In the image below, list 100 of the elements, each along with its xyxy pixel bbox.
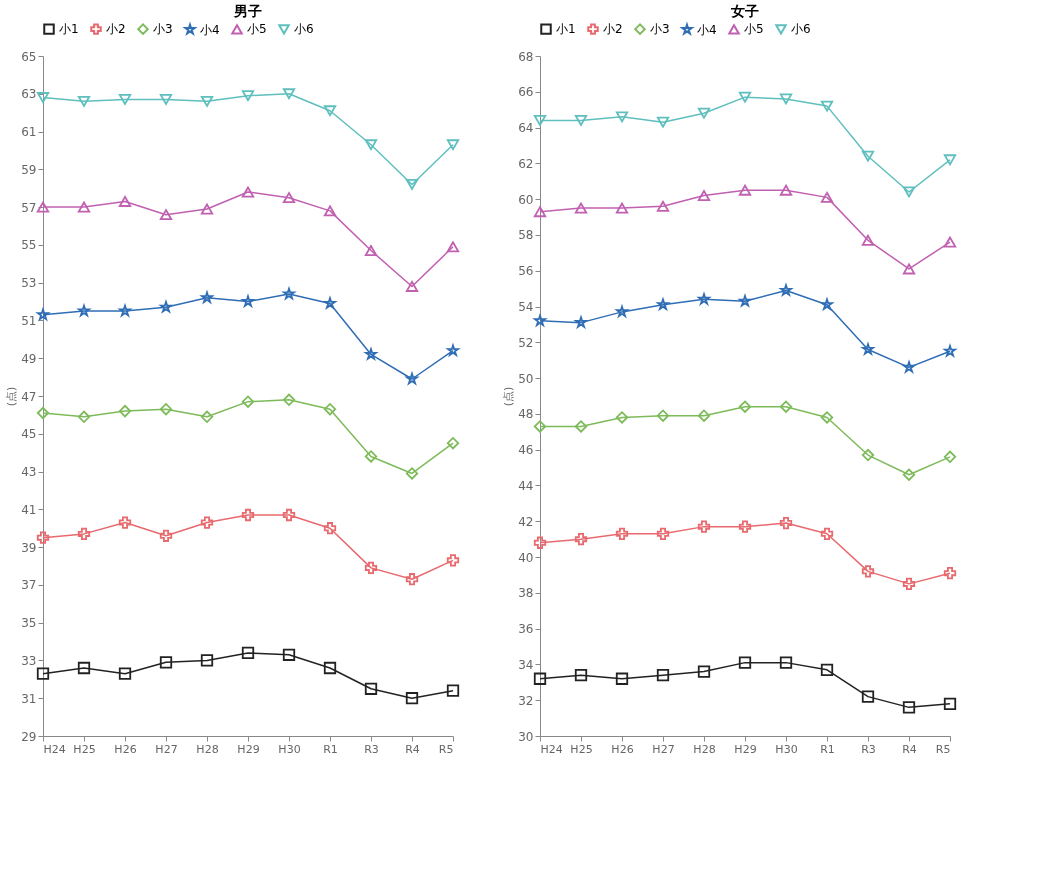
point [943, 236, 957, 248]
point [902, 186, 916, 198]
x-tick-label: H24 [540, 742, 563, 756]
x-tick-label: H30 [775, 742, 798, 756]
y-tick-label: 38 [518, 586, 534, 601]
point [574, 420, 588, 433]
x-tick-label: R4 [902, 742, 917, 756]
point [943, 154, 957, 166]
point [533, 114, 547, 126]
point [779, 400, 793, 413]
point [820, 411, 834, 424]
x-tick-label: H29 [237, 742, 260, 756]
point [446, 437, 460, 450]
y-tick-label: 61 [21, 125, 37, 140]
point [738, 184, 752, 196]
point [779, 184, 793, 196]
point [241, 395, 255, 408]
point [405, 692, 419, 705]
point [656, 409, 670, 422]
point [533, 672, 547, 685]
y-tick-label: 65 [21, 49, 37, 64]
point [364, 139, 378, 151]
point [323, 205, 337, 217]
point [656, 200, 670, 212]
point [615, 527, 629, 540]
point [861, 150, 875, 162]
x-tick-label: H25 [73, 742, 96, 756]
point [738, 520, 752, 533]
x-tick-label: H27 [652, 742, 675, 756]
point [364, 450, 378, 463]
point [446, 554, 460, 567]
y-tick-label: 30 [518, 729, 534, 744]
point [446, 139, 460, 151]
point [574, 202, 588, 214]
point [902, 701, 916, 714]
point [902, 577, 916, 591]
point [364, 682, 378, 695]
legend-label: 小4 [697, 22, 717, 37]
x-tick-label: H27 [155, 742, 178, 756]
point [574, 669, 588, 682]
point [943, 697, 957, 710]
legend-label: 小6 [294, 22, 314, 37]
point [159, 529, 173, 542]
y-tick-label: 47 [21, 389, 37, 404]
y-tick-label: 37 [21, 578, 37, 593]
y-tick-label: 62 [518, 156, 534, 171]
point [902, 263, 916, 275]
point [77, 410, 91, 423]
point [282, 192, 296, 204]
y-tick-label: 41 [21, 502, 37, 517]
x-tick-label: H28 [693, 742, 716, 756]
point [405, 573, 419, 586]
legend-label: 小1 [556, 22, 576, 37]
y-axis-title: (点) [5, 386, 19, 407]
point [446, 241, 460, 253]
point [697, 190, 711, 202]
y-tick-label: 42 [518, 514, 534, 529]
y-tick-label: 57 [21, 200, 37, 215]
y-tick-label: 52 [518, 335, 534, 350]
point [323, 105, 337, 117]
point [200, 410, 214, 423]
point [779, 656, 793, 669]
x-tick-label: H24 [43, 742, 66, 756]
y-tick-label: 46 [518, 443, 534, 458]
y-tick-label: 43 [21, 465, 37, 480]
y-tick-label: 29 [21, 729, 37, 744]
y-tick-label: 31 [21, 691, 37, 706]
point [282, 648, 296, 661]
point [241, 90, 255, 102]
point [656, 669, 670, 682]
point [697, 665, 711, 678]
y-axis-title: (点) [502, 386, 516, 407]
y-tick-label: 56 [518, 264, 534, 279]
point [820, 100, 834, 112]
point [779, 516, 793, 530]
point [615, 411, 629, 424]
y-tick-label: 39 [21, 540, 37, 555]
point [118, 516, 132, 529]
point [282, 508, 296, 522]
point [200, 95, 214, 107]
point [405, 467, 419, 480]
point [364, 245, 378, 256]
legend-label: 小2 [106, 22, 126, 37]
y-tick-label: 49 [21, 351, 37, 366]
point [615, 672, 629, 685]
point [118, 196, 132, 207]
point [656, 116, 670, 128]
point [77, 95, 91, 107]
y-tick-label: 51 [21, 313, 37, 328]
x-tick-label: R3 [364, 742, 379, 756]
y-tick-label: 35 [21, 616, 37, 631]
y-tick-label: 34 [518, 657, 534, 672]
point [533, 420, 547, 433]
y-tick-label: 63 [21, 87, 37, 102]
point [118, 404, 132, 418]
x-tick-label: R4 [405, 742, 420, 756]
point [118, 667, 132, 680]
x-tick-label: H26 [611, 742, 634, 756]
point [656, 527, 670, 540]
legend-label: 小6 [791, 22, 811, 37]
